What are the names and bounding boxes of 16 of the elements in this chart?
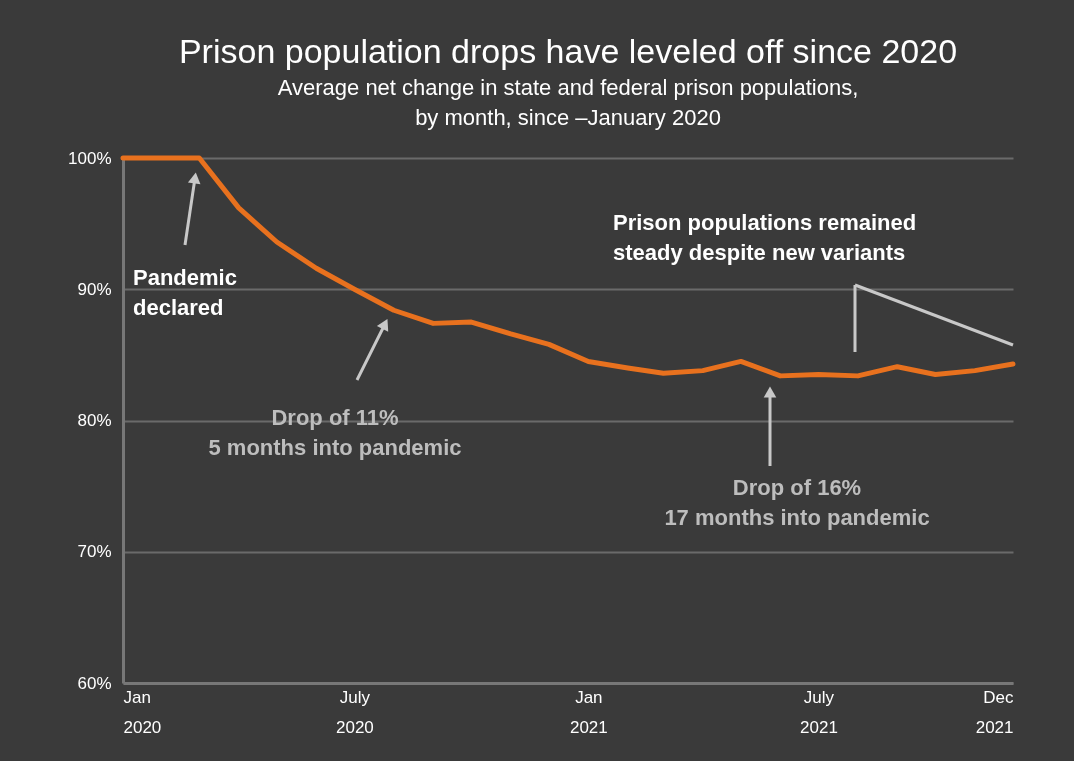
- x-tick-label: Dec 2021: [975, 687, 1014, 737]
- y-tick-label: 80%: [77, 411, 112, 430]
- annotation: Prison populations remained steady despite new variants: [613, 210, 917, 265]
- chart-title: Prison population drops have leveled off since 2020: [178, 32, 958, 70]
- y-tick-label: 90%: [77, 279, 112, 299]
- annotation: Drop of 11% 5 months into pandemic: [208, 405, 462, 460]
- chart-subtitle: Average net change in state and federal prison populations, by month, since –January 2020: [277, 75, 859, 130]
- x-tick-label: Jan 2021: [569, 687, 608, 737]
- y-tick-label: 60%: [77, 673, 112, 693]
- x-tick-label: Jan 2020: [123, 687, 162, 737]
- annotation: Drop of 16% 17 months into pandemic: [664, 475, 930, 530]
- x-tick-label: July 2020: [335, 687, 374, 737]
- x-tick-label: July 2021: [800, 687, 838, 737]
- y-tick-label: 70%: [77, 542, 112, 562]
- y-tick-label: 100%: [68, 148, 112, 168]
- annotation: Pandemic declared: [133, 265, 237, 320]
